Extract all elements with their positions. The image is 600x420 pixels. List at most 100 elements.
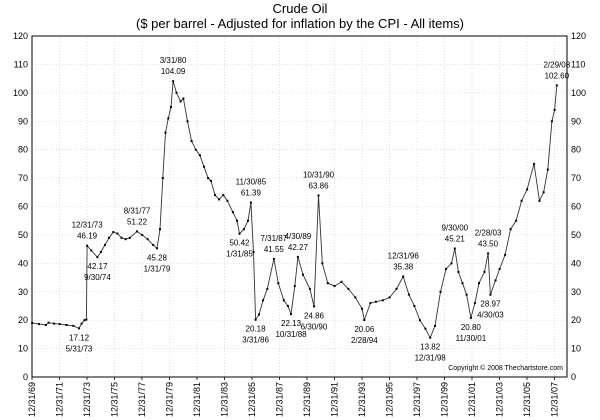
series-point <box>72 324 75 327</box>
series-point <box>461 282 464 285</box>
y-tick-label-left: 0 <box>23 372 28 382</box>
series-point <box>182 97 185 100</box>
annotation-value: 35.38 <box>393 262 414 271</box>
y-tick-label-left: 60 <box>18 202 28 212</box>
series-point <box>226 199 229 202</box>
annotation-value: 61.39 <box>241 189 262 198</box>
series-point <box>136 230 138 233</box>
y-tick-label-left: 90 <box>18 116 28 126</box>
annotation-label: 9/30/74 <box>84 273 111 282</box>
annotation-value: 41.55 <box>264 245 285 254</box>
annotation-label: 12/31/96 <box>388 251 420 260</box>
annotation-value: 20.18 <box>246 325 267 334</box>
series-point <box>90 249 93 252</box>
annotation-value: 46.19 <box>77 232 98 241</box>
annotation-value: 45.21 <box>445 235 466 244</box>
series-point <box>504 253 507 256</box>
series-point <box>553 108 556 111</box>
series-point <box>533 162 535 165</box>
annotation-value: 13.82 <box>420 343 441 352</box>
series-point <box>254 318 257 321</box>
annotation-label: 1/31/79 <box>144 264 171 273</box>
series-point <box>429 336 432 339</box>
y-tick-label-left: 40 <box>18 258 28 268</box>
series-point <box>381 299 384 302</box>
y-tick-label-right: 10 <box>571 344 581 354</box>
annotation-label: 2/29/08 <box>543 60 570 69</box>
annotations: 17.12 5/31/73 12/31/73 46.19 42.17 9/30/74 8/3… <box>66 56 571 363</box>
y-tick-label-right: 30 <box>571 287 581 297</box>
x-tick-label: 12/31/03 <box>494 382 504 417</box>
series-point <box>83 319 86 322</box>
series-point <box>80 322 83 325</box>
series-point <box>209 179 212 182</box>
y-tick-label-right: 80 <box>571 145 581 155</box>
series-point <box>236 219 238 222</box>
series-point <box>453 247 456 250</box>
annotation-label: 12/31/98 <box>415 354 447 363</box>
series-point <box>86 244 89 247</box>
series-point <box>249 201 252 204</box>
annotation-label: 10/31/90 <box>303 171 335 180</box>
x-tick-label: 12/31/83 <box>219 382 229 417</box>
y-tick-label-right: 90 <box>571 116 581 126</box>
y-tick-label-right: 40 <box>571 258 581 268</box>
annotation-label: 4/30/89 <box>285 232 312 241</box>
series-point <box>333 285 336 288</box>
series-point <box>146 238 149 241</box>
annotation-value: 102.60 <box>545 71 570 80</box>
series-point <box>434 324 436 327</box>
series-point <box>53 322 56 325</box>
series-point <box>374 300 377 303</box>
x-tick-label: 12/31/85 <box>247 382 257 417</box>
series-point <box>128 236 131 239</box>
x-tick-label: 12/31/75 <box>109 382 119 417</box>
annotation-label: 2/28/94 <box>351 336 378 345</box>
series-point <box>395 287 398 290</box>
annotation-value: 50.42 <box>229 239 250 248</box>
chart-subtitle: ($ per barrel - Adjusted for inflation b… <box>136 16 464 31</box>
series-point <box>47 321 50 324</box>
series-point <box>347 287 350 290</box>
series-point <box>413 305 416 307</box>
y-tick-label-right: 70 <box>571 173 581 183</box>
series-line <box>32 81 558 339</box>
series-point <box>203 165 205 168</box>
y-tick-label-left: 120 <box>13 31 28 41</box>
series-point <box>498 268 501 270</box>
series-point <box>293 285 296 288</box>
series-point <box>550 120 553 123</box>
series-point <box>515 219 518 222</box>
series-point <box>450 262 453 265</box>
y-tick-label-left: 20 <box>18 315 28 325</box>
x-tick-label: 12/31/91 <box>329 382 339 417</box>
series-point <box>156 247 158 250</box>
x-tick-label: 12/31/89 <box>302 382 312 417</box>
x-tick-label: 12/31/71 <box>54 382 64 417</box>
series-point <box>363 319 366 321</box>
y-tick-label-left: 70 <box>18 173 28 183</box>
series-point <box>124 238 127 241</box>
series-point <box>258 313 260 316</box>
annotation-value: 20.80 <box>461 323 482 332</box>
series-point <box>286 305 289 307</box>
series-point <box>313 305 315 308</box>
annotation-label: 4/30/03 <box>477 311 504 320</box>
series-point <box>120 236 123 239</box>
annotation-value: 42.17 <box>87 262 108 271</box>
series-point <box>175 91 178 94</box>
annotation-label: 8/31/77 <box>124 206 151 215</box>
series-point <box>469 316 472 319</box>
series-point <box>483 270 486 273</box>
series-point <box>96 256 99 259</box>
series-point <box>478 282 480 285</box>
series-point <box>152 243 155 246</box>
series-point <box>179 100 182 103</box>
series-point <box>546 168 549 171</box>
series-point <box>326 282 329 285</box>
annotation-label: 6/30/90 <box>301 322 328 331</box>
series-point <box>262 299 265 302</box>
series-point <box>354 296 357 299</box>
series-point <box>321 262 324 265</box>
series-point <box>190 140 193 143</box>
